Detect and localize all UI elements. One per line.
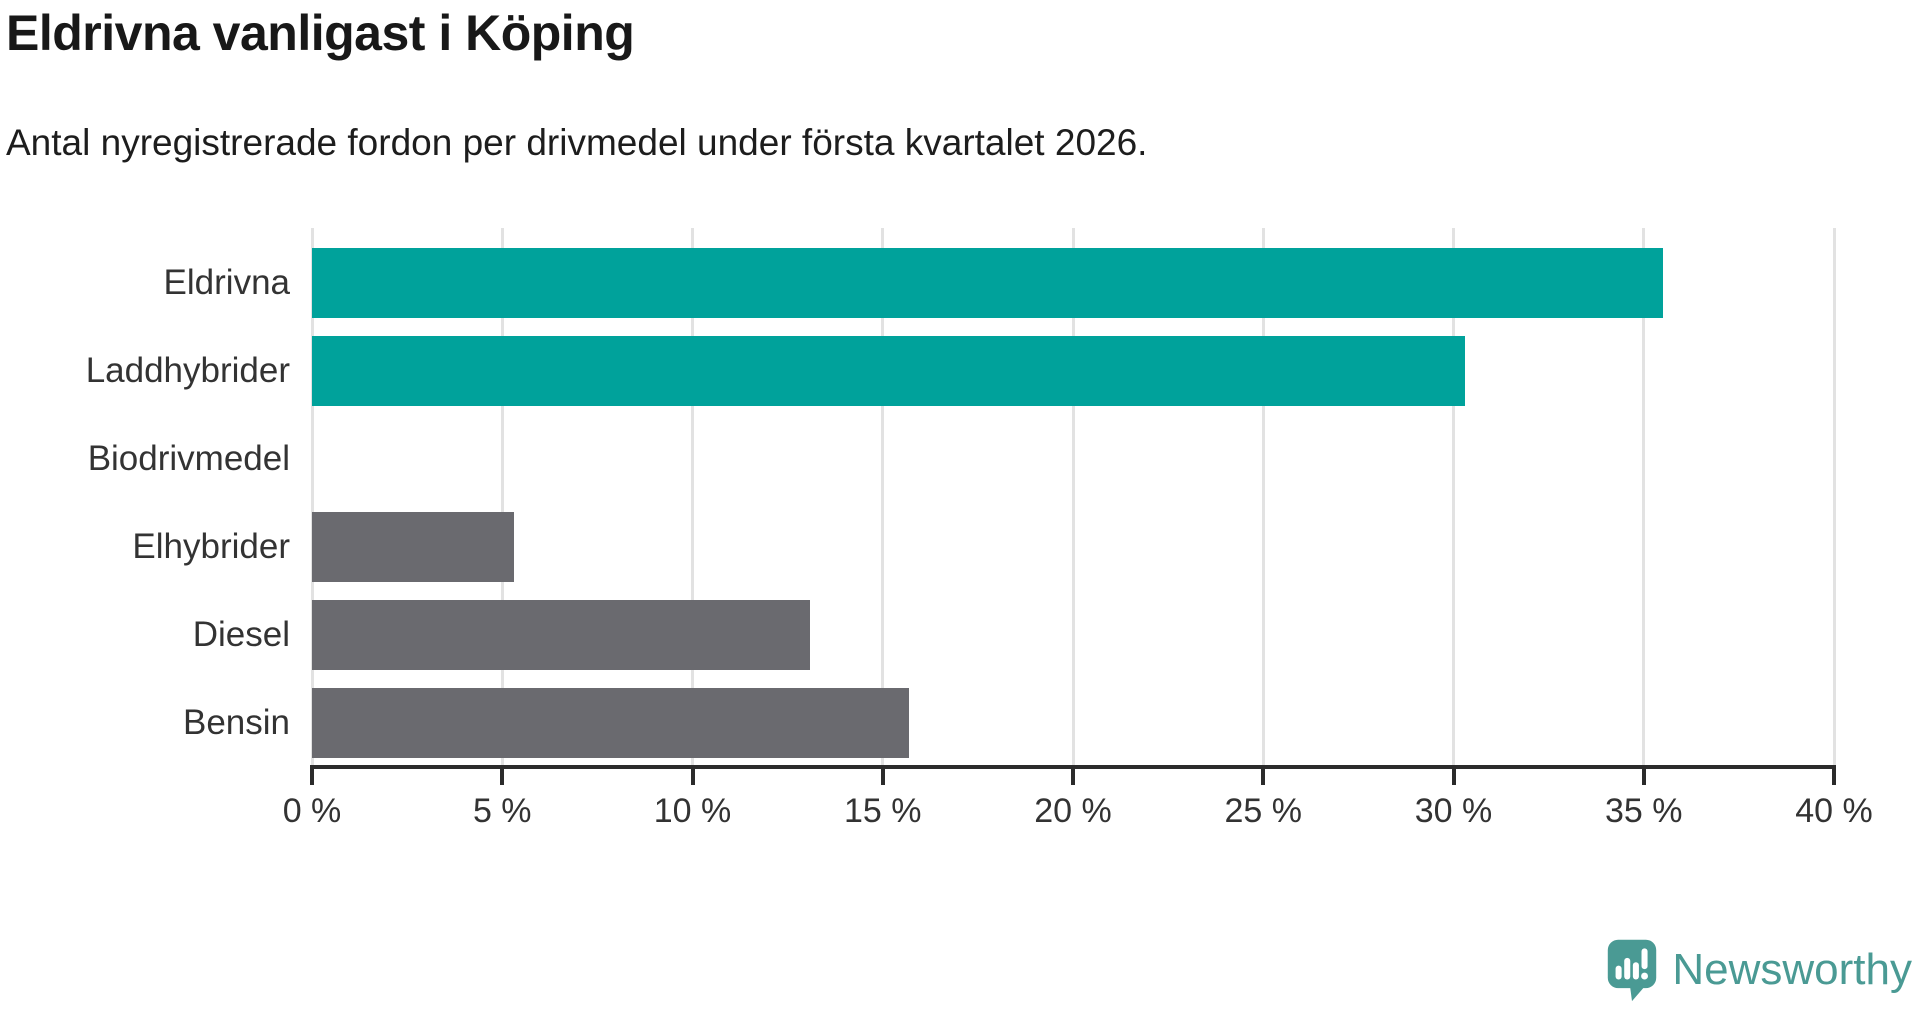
chart-title: Eldrivna vanligast i Köping (6, 5, 635, 61)
x-axis-tick (1451, 769, 1456, 785)
x-axis-tick (1071, 769, 1075, 785)
newsworthy-brand-text: Newsworthy (1672, 945, 1912, 994)
category-label: Diesel (192, 615, 290, 654)
category-label: Bensin (182, 703, 290, 742)
x-axis-tick-label: 0 % (282, 792, 342, 830)
gridline (881, 228, 885, 765)
bar (312, 248, 1663, 318)
category-label: Elhybrider (132, 527, 290, 566)
x-axis-tick-label: 15 % (844, 792, 922, 830)
bar (312, 688, 910, 758)
x-axis-tick-label: 30 % (1414, 792, 1493, 830)
x-axis-tick-label: 35 % (1605, 792, 1683, 830)
gridline (1071, 228, 1075, 765)
x-axis-line (310, 765, 1836, 769)
x-axis-tick-label: 5 % (472, 792, 532, 830)
x-axis-tick (690, 769, 695, 785)
bar (312, 512, 514, 582)
gridline (500, 228, 504, 765)
x-axis-tick (1832, 769, 1836, 785)
x-axis-tick (880, 769, 885, 785)
x-axis-tick-label: 40 % (1795, 792, 1873, 830)
category-label: Biodrivmedel (87, 439, 290, 478)
x-axis-tick-label: 25 % (1224, 792, 1303, 830)
x-axis-tick (1641, 769, 1646, 785)
gridline (1452, 228, 1455, 765)
gridline (691, 228, 694, 765)
gridline (1832, 228, 1836, 765)
newsworthy-speech-bubble-chart-icon (1608, 939, 1657, 1002)
bar (312, 336, 1465, 406)
category-label: Eldrivna (163, 263, 290, 302)
x-axis-tick (310, 769, 314, 785)
newsworthy-logo: Newsworthy (1606, 938, 1912, 1002)
x-axis-tick (500, 769, 505, 785)
bar (312, 600, 811, 670)
chart-subtitle: Antal nyregistrerade fordon per drivmede… (6, 122, 1148, 163)
gridline (310, 228, 314, 765)
category-label: Laddhybrider (85, 351, 290, 390)
x-axis-tick-label: 10 % (653, 792, 732, 830)
gridline (1261, 228, 1265, 765)
x-axis-tick-label: 20 % (1034, 792, 1112, 830)
x-axis-tick (1261, 769, 1266, 785)
gridline (1642, 228, 1646, 765)
